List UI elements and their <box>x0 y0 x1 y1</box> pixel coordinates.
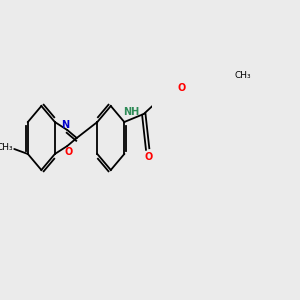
Text: O: O <box>64 147 72 157</box>
Text: O: O <box>145 152 153 162</box>
Text: NH: NH <box>124 107 140 117</box>
Text: CH₃: CH₃ <box>0 142 13 152</box>
Text: CH₃: CH₃ <box>235 70 251 80</box>
Text: N: N <box>61 120 69 130</box>
Text: O: O <box>178 83 186 93</box>
